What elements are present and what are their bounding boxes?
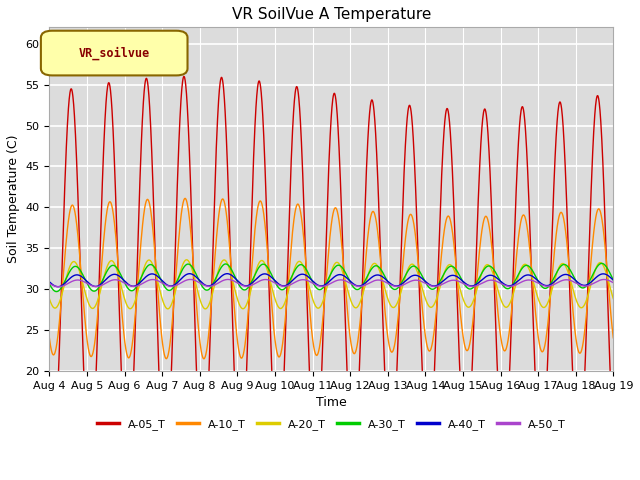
A-20_T xyxy=(576,304,584,310)
FancyBboxPatch shape xyxy=(41,31,188,75)
A-20_T xyxy=(204,305,211,311)
Line: A-10_T: A-10_T xyxy=(49,198,613,359)
A-10_T xyxy=(609,335,617,341)
A-50_T xyxy=(348,281,356,287)
Line: A-30_T: A-30_T xyxy=(49,264,613,292)
A-05_T xyxy=(496,416,504,422)
A-40_T xyxy=(496,277,504,283)
A-50_T xyxy=(45,281,53,287)
Y-axis label: Soil Temperature (C): Soil Temperature (C) xyxy=(7,135,20,264)
A-05_T xyxy=(576,453,584,459)
A-30_T xyxy=(609,277,617,283)
Text: VR_soilvue: VR_soilvue xyxy=(79,47,150,60)
A-30_T xyxy=(45,281,53,287)
A-10_T xyxy=(200,356,208,361)
A-30_T xyxy=(203,287,211,293)
A-40_T xyxy=(54,284,62,289)
Title: VR SoilVue A Temperature: VR SoilVue A Temperature xyxy=(232,7,431,22)
A-30_T xyxy=(575,283,583,289)
A-40_T xyxy=(609,277,617,283)
A-20_T xyxy=(360,286,368,291)
X-axis label: Time: Time xyxy=(316,396,347,409)
A-40_T xyxy=(576,281,584,287)
A-05_T xyxy=(609,435,617,441)
A-05_T xyxy=(560,137,568,143)
A-30_T xyxy=(52,289,60,295)
A-10_T xyxy=(560,217,568,223)
A-10_T xyxy=(348,346,356,352)
A-20_T xyxy=(560,261,568,267)
A-30_T xyxy=(360,280,368,286)
A-30_T xyxy=(348,282,356,288)
Line: A-05_T: A-05_T xyxy=(49,76,613,469)
A-40_T xyxy=(560,272,568,277)
A-40_T xyxy=(223,271,231,276)
A-30_T xyxy=(560,262,568,267)
A-20_T xyxy=(496,293,504,299)
A-10_T xyxy=(360,271,368,276)
A-50_T xyxy=(360,283,368,288)
Legend: A-05_T, A-10_T, A-20_T, A-30_T, A-40_T, A-50_T: A-05_T, A-10_T, A-20_T, A-30_T, A-40_T, … xyxy=(92,415,570,434)
A-05_T xyxy=(180,73,188,79)
A-30_T xyxy=(495,276,503,282)
Line: A-40_T: A-40_T xyxy=(49,274,613,287)
A-50_T xyxy=(560,277,568,283)
A-05_T xyxy=(360,221,368,227)
A-50_T xyxy=(496,280,504,286)
A-10_T xyxy=(204,344,211,350)
Line: A-50_T: A-50_T xyxy=(49,279,613,287)
A-40_T xyxy=(45,279,53,285)
A-40_T xyxy=(360,281,368,287)
A-50_T xyxy=(576,282,584,288)
A-20_T xyxy=(202,306,209,312)
A-50_T xyxy=(224,276,232,282)
A-10_T xyxy=(576,350,584,356)
A-10_T xyxy=(45,335,53,341)
A-20_T xyxy=(45,296,53,301)
A-20_T xyxy=(609,296,617,301)
A-50_T xyxy=(55,284,63,289)
A-40_T xyxy=(203,283,211,288)
A-10_T xyxy=(181,195,189,201)
A-05_T xyxy=(348,454,356,459)
Line: A-20_T: A-20_T xyxy=(49,260,613,309)
A-20_T xyxy=(348,301,356,307)
A-10_T xyxy=(496,326,504,332)
A-05_T xyxy=(199,467,207,472)
A-40_T xyxy=(348,280,356,286)
A-30_T xyxy=(598,261,605,266)
A-50_T xyxy=(203,283,211,289)
A-20_T xyxy=(182,257,190,263)
A-05_T xyxy=(204,416,211,422)
A-50_T xyxy=(609,280,617,286)
A-05_T xyxy=(45,435,53,441)
